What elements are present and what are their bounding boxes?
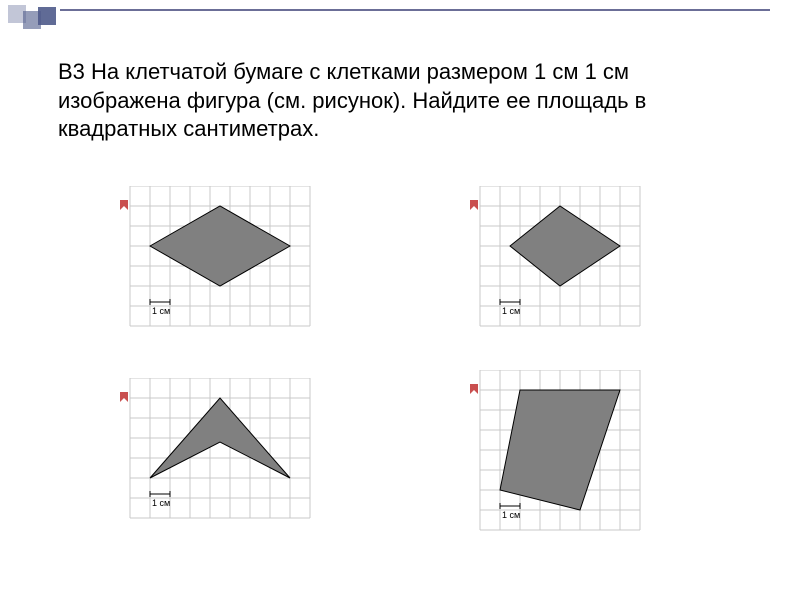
problem-text: В3 На клетчатой бумаге с клетками размер… (58, 58, 742, 144)
bookmark-icon (470, 384, 478, 394)
unit-marker: 1 см (500, 299, 520, 316)
deco-square (38, 7, 56, 25)
figures-container: 1 см 1 см 1 см 1 см (0, 180, 800, 600)
header-decoration (8, 8, 56, 26)
figure-quad: 1 см (460, 186, 650, 340)
bookmark-icon (470, 200, 478, 210)
shape-polygon (150, 206, 290, 286)
bookmark-icon (120, 200, 128, 210)
figure-arrow: 1 см (110, 378, 320, 532)
unit-label: 1 см (152, 306, 170, 316)
figure-trapezoid: 1 см (460, 370, 650, 544)
unit-label: 1 см (502, 510, 520, 520)
unit-marker: 1 см (500, 503, 520, 520)
bookmark-icon (120, 392, 128, 402)
unit-marker: 1 см (150, 491, 170, 508)
figure-rhombus: 1 см (110, 186, 320, 340)
unit-label: 1 см (152, 498, 170, 508)
unit-label: 1 см (502, 306, 520, 316)
header-line (60, 9, 770, 11)
unit-marker: 1 см (150, 299, 170, 316)
shape-polygon (510, 206, 620, 286)
